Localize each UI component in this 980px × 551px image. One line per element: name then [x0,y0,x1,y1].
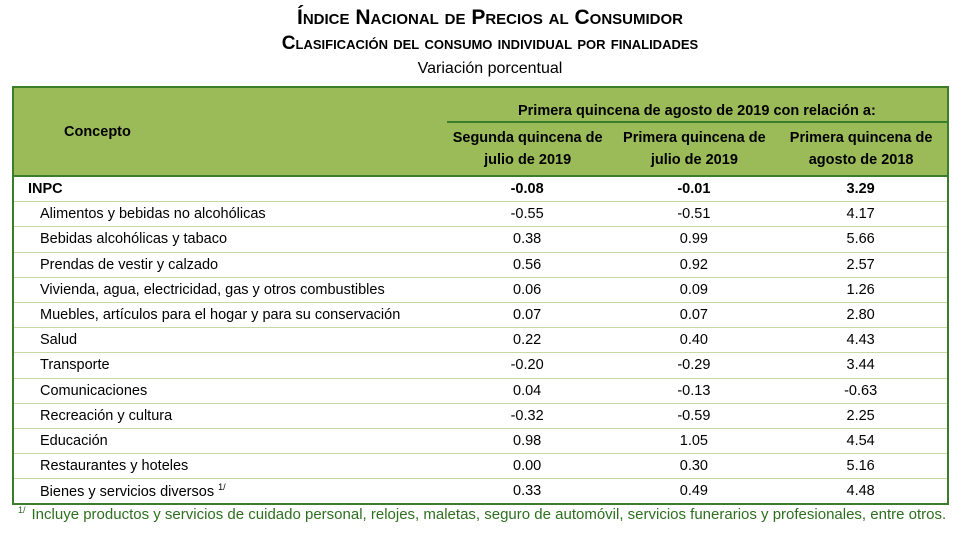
row-label: Educación [13,428,447,455]
value-cell: 0.40 [613,327,781,354]
row-label: Bebidas alcohólicas y tabaco [13,226,447,253]
row-label-text: Muebles, artículos para el hogar y para … [40,307,401,324]
row-label: Transporte [13,352,447,379]
value-cell: 0.92 [613,252,781,278]
footnote-text: Incluye productos y servicios de cuidado… [31,506,947,523]
group-header: Primera quincena de agosto de 2019 con r… [446,87,948,123]
value-cell: 4.43 [780,327,948,354]
row-label: Restaurantes y hoteles [13,453,447,480]
table-row: Educación 0.98 1.05 4.54 [13,428,948,455]
row-label-text: Salud [40,332,78,349]
value-cell: 0.98 [446,428,614,455]
row-label-text: Bebidas alcohólicas y tabaco [40,231,228,248]
concept-header: Concepto [13,87,447,177]
column-header: Primera quincena de agosto de 2018 [780,122,948,177]
value-cell: 0.04 [446,378,614,404]
value-cell: 0.07 [613,302,781,329]
row-label: Comunicaciones [13,378,447,404]
row-label: Salud [13,327,447,354]
table-row: Muebles, artículos para el hogar y para … [13,302,948,329]
value-cell: 5.66 [780,226,948,253]
value-cell: 0.09 [613,277,781,303]
value-cell: -0.51 [613,201,781,228]
column-header-line: Segunda quincena de [452,130,603,146]
row-label-text: Transporte [40,357,110,374]
value-cell: 4.54 [780,428,948,455]
row-label-text: Bienes y servicios diversos [40,484,215,501]
table-row: Bebidas alcohólicas y tabaco 0.38 0.99 5.66 [13,226,948,253]
row-label-text: Alimentos y bebidas no alcohólicas [40,206,266,223]
value-cell: 1.05 [613,428,781,455]
data-table: Concepto Primera quincena de agosto de 2… [12,86,949,506]
table-row: Transporte -0.20 -0.29 3.44 [13,352,948,379]
value-cell: 2.25 [780,403,948,429]
table-row: INPC -0.08 -0.01 3.29 [13,176,948,203]
value-cell: 0.22 [446,327,614,354]
value-cell: -0.08 [446,176,614,203]
row-label-text: Prendas de vestir y calzado [40,256,219,273]
table-row: Prendas de vestir y calzado 0.56 0.92 2.57 [13,252,948,278]
page-subtitle: Clasificación del consumo individual por… [281,33,699,54]
value-cell: -0.32 [446,403,614,429]
table-row: Salud 0.22 0.40 4.43 [13,327,948,354]
value-cell: 3.29 [780,176,948,203]
value-cell: 5.16 [780,453,948,480]
row-label: Muebles, artículos para el hogar y para … [13,302,447,329]
column-header: Segunda quincena de julio de 2019 [446,122,614,177]
page-title: Índice Nacional de Precios al Consumidor [296,6,684,29]
value-cell: 0.56 [446,252,614,278]
row-label: Bienes y servicios diversos 1/ [13,478,447,505]
row-label: Recreación y cultura [13,403,447,429]
value-cell: 2.80 [780,302,948,329]
table-row: Bienes y servicios diversos 1/0.33 0.49 4.4… [13,478,948,505]
column-header-line: Primera quincena de [789,130,933,146]
value-cell: 0.33 [446,478,614,505]
value-cell: -0.20 [446,352,614,379]
value-cell: -0.29 [613,352,781,379]
footnote: 1/Incluye productos y servicios de cuida… [18,500,968,525]
row-label-text: Vivienda, agua, electricidad, gas y otro… [40,281,385,298]
value-cell: 1.26 [780,277,948,303]
value-cell: 4.17 [780,201,948,228]
row-label: Vivienda, agua, electricidad, gas y otro… [13,277,447,303]
unit-label: Variación porcentual [417,60,563,77]
column-header-line: julio de 2019 [484,152,572,168]
column-header-line: Primera quincena de [623,130,766,146]
value-cell: -0.55 [446,201,614,228]
row-label-text: INPC [28,181,63,198]
row-label-text: Restaurantes y hoteles [40,458,189,475]
value-cell: -0.63 [780,378,948,404]
row-label: Alimentos y bebidas no alcohólicas [13,201,447,228]
column-header: Primera quincena de julio de 2019 [613,122,781,177]
value-cell: 0.00 [446,453,614,480]
table-row: Alimentos y bebidas no alcohólicas -0.55-… [13,201,948,228]
footnote-mark: 1/ [18,505,26,515]
table-row: Restaurantes y hoteles 0.00 0.30 5.16 [13,453,948,480]
value-cell: -0.59 [613,403,781,429]
value-cell: 0.06 [446,277,614,303]
footnote-ref: 1/ [218,482,226,493]
value-cell: 0.30 [613,453,781,480]
value-cell: 0.07 [446,302,614,329]
value-cell: 4.48 [780,478,948,505]
value-cell: -0.13 [613,378,781,404]
value-cell: 0.99 [613,226,781,253]
row-label: INPC [13,176,447,203]
value-cell: 2.57 [780,252,948,278]
table-row: Vivienda, agua, electricidad, gas y otro… [13,277,948,303]
table-row: Comunicaciones 0.04 -0.13 -0.63 [13,378,948,404]
value-cell: 0.38 [446,226,614,253]
table-row: Recreación y cultura -0.32 -0.59 2.25 [13,403,948,429]
row-label-text: Recreación y cultura [40,407,173,424]
row-label-text: Comunicaciones [40,382,148,399]
value-cell: 0.49 [613,478,781,505]
column-header-line: agosto de 2018 [808,152,914,168]
value-cell: -0.01 [613,176,781,203]
row-label: Prendas de vestir y calzado [13,252,447,278]
value-cell: 3.44 [780,352,948,379]
row-label-text: Educación [40,432,108,449]
column-header-line: julio de 2019 [650,152,738,168]
